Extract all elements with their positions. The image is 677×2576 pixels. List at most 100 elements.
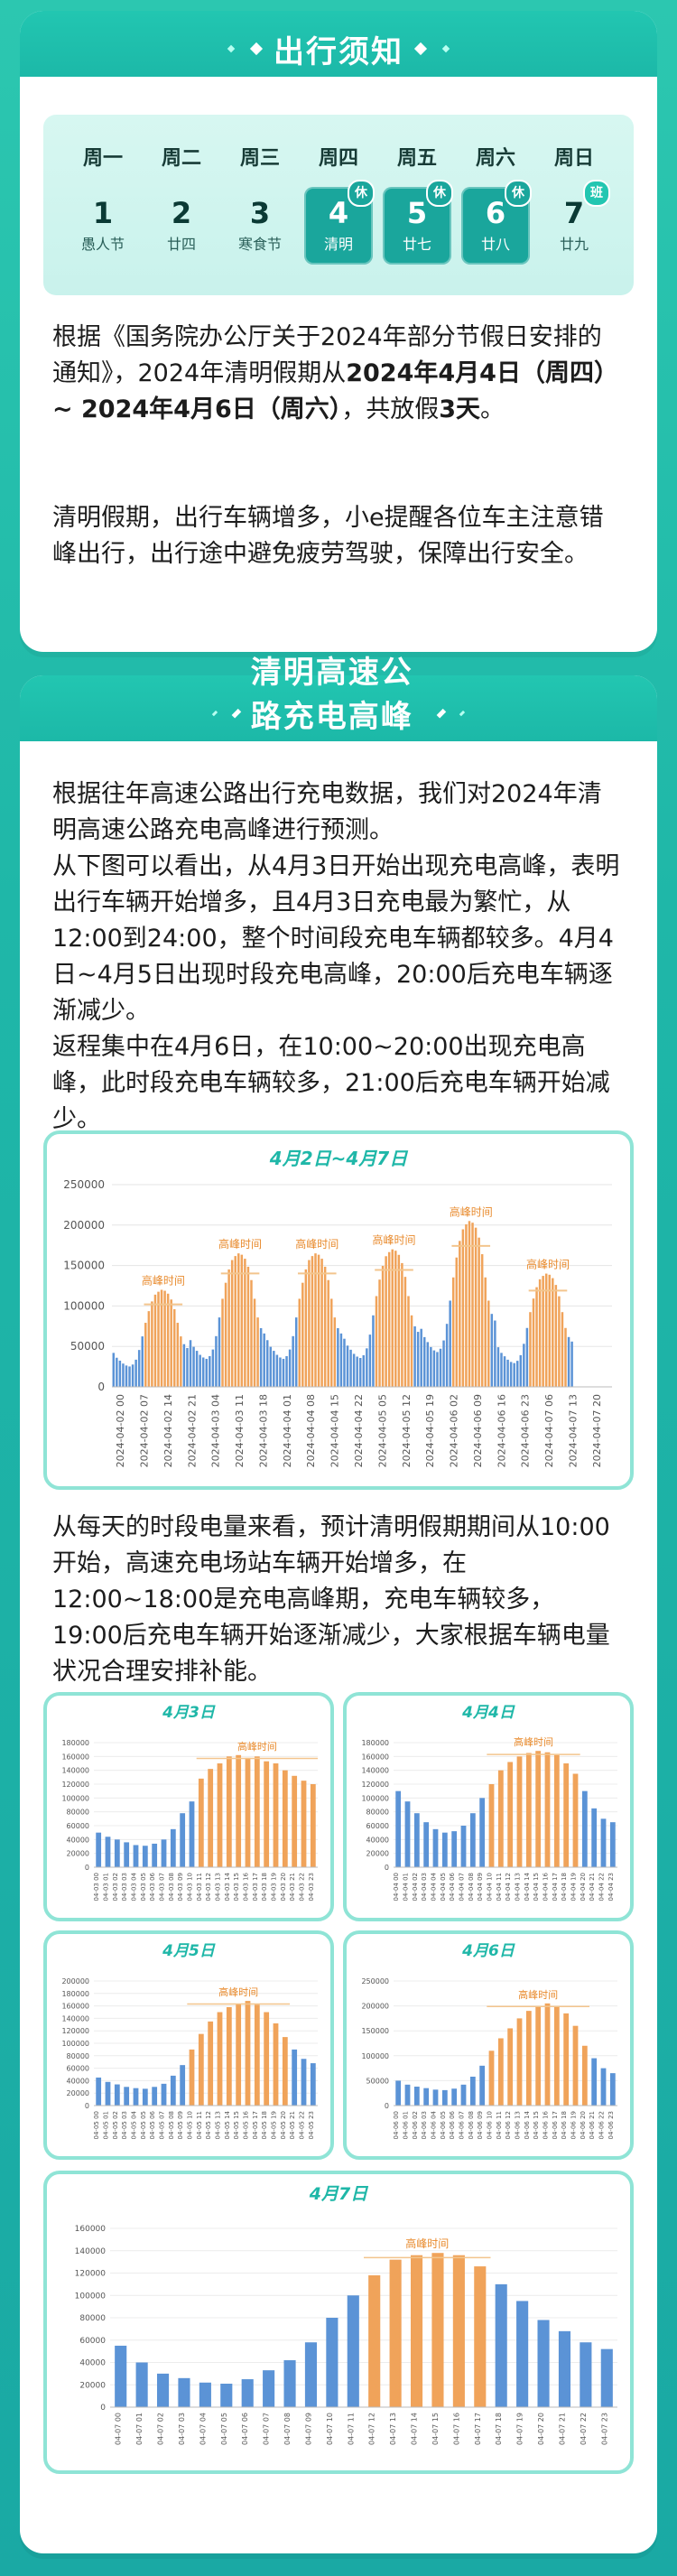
x-tick-label: 04-05 20: [280, 2111, 287, 2139]
x-tick-label: 04-05 13: [215, 2111, 222, 2139]
weekday-label: 周六: [475, 147, 515, 170]
x-tick-label: 2024-04-02 00: [115, 1394, 126, 1467]
chart-title: 4月2日~4月7日: [269, 1148, 408, 1169]
chart-bar: [572, 2025, 579, 2106]
chart-bar: [265, 1340, 269, 1387]
chart-bar: [330, 1298, 333, 1387]
holiday-calendar: 周一 周二 周三 周四 周五 周六 周日 1 愚人节 2 廿四 3 寒食节 4 清明 休 …: [43, 115, 634, 295]
weekday-label: 周三: [239, 147, 280, 170]
chart-bar: [220, 2384, 233, 2407]
chart-bar: [413, 1325, 416, 1387]
x-tick-label: 04-05 18: [261, 2111, 268, 2139]
x-tick-label: 04-05 01: [103, 2111, 110, 2139]
chart-title: 4月4日: [461, 1704, 515, 1722]
x-tick-label: 04-03 00: [93, 1873, 100, 1901]
chart-bar: [488, 2051, 495, 2106]
x-tick-label: 04-03 20: [280, 1873, 287, 1901]
peak-annotation: 高峰时间: [373, 1233, 416, 1247]
x-tick-label: 04-07 09: [304, 2413, 312, 2445]
chart-bar: [544, 1752, 551, 1867]
x-tick-label: 04-07 17: [474, 2413, 482, 2445]
y-tick-label: 180000: [61, 1990, 89, 1998]
chart-bar: [116, 1357, 118, 1387]
diamond-icon: [436, 708, 446, 719]
chart-bar: [487, 1300, 490, 1387]
x-tick-label: 04-07 08: [283, 2413, 292, 2445]
chart-bar: [432, 2089, 439, 2106]
chart-apr5: 4月5日 0 20000 40000 60000 80000 100000 120000 140…: [43, 1930, 334, 2160]
chart-bar: [413, 2087, 420, 2106]
day-number: 6: [485, 196, 506, 230]
x-tick-label: 04-04 10: [487, 1873, 494, 1901]
chart-bar: [133, 1845, 139, 1867]
y-tick-label: 20000: [366, 1850, 389, 1858]
chart-bar: [432, 1828, 439, 1867]
x-tick-label: 04-03 17: [252, 1873, 259, 1901]
y-tick-label: 40000: [67, 2077, 89, 2085]
chart-bar: [439, 1348, 442, 1387]
chart-bar: [153, 1294, 157, 1387]
chart-bar: [288, 1349, 292, 1387]
diamond-icon: [249, 42, 264, 56]
day-note: 寒食节: [237, 236, 282, 253]
chart-bar: [563, 1763, 570, 1867]
chart-bar: [263, 1333, 265, 1387]
day-note: 清明: [323, 236, 353, 253]
y-tick-label: 250000: [361, 1977, 389, 1985]
chart-bar: [358, 1358, 362, 1387]
weekday-label: 周一: [82, 147, 123, 170]
chart-bar: [292, 2049, 298, 2106]
chart-bar: [416, 1332, 420, 1387]
x-tick-label: 04-05 12: [205, 2111, 212, 2139]
chart-svg: 4月4日 0 20000 40000 60000 80000 100000 120000 140…: [361, 1704, 617, 1901]
chart-bar: [199, 1354, 201, 1387]
y-tick-label: 100000: [75, 2292, 107, 2301]
chart-bar: [420, 1328, 422, 1387]
chart-bar: [525, 1753, 532, 1867]
chart-bar: [163, 1290, 166, 1387]
x-tick-label: 04-07 21: [558, 2413, 566, 2445]
chart-bar: [273, 2023, 279, 2106]
chart-bar: [236, 1754, 242, 1867]
x-tick-label: 04-06 18: [561, 2111, 568, 2139]
chart-bar: [372, 1315, 375, 1387]
chart-bar: [166, 1293, 170, 1387]
y-tick-label: 40000: [366, 1836, 389, 1844]
x-tick-label: 04-07 23: [600, 2413, 608, 2445]
chart-bar: [285, 1355, 288, 1387]
x-tick-label: 04-03 06: [149, 1872, 156, 1901]
x-tick-label: 04-05 21: [289, 2111, 296, 2139]
chart-bar: [245, 1757, 251, 1867]
chart-bar: [333, 1317, 337, 1387]
chart-bar: [366, 1348, 368, 1387]
x-tick-label: 04-05 11: [196, 2111, 203, 2139]
x-tick-label: 2024-04-03 11: [234, 1394, 246, 1467]
chart-bar: [135, 2362, 148, 2407]
x-tick-label: 04-03 03: [121, 1873, 128, 1901]
chart-bar: [591, 1808, 598, 1867]
y-tick-label: 140000: [61, 2014, 89, 2023]
chart-title: 4月3日: [162, 1704, 216, 1722]
x-tick-label: 04-05 17: [252, 2111, 259, 2139]
notice-dates: 2024年4月4日（周四）~ 2024年4月6日（周六）: [52, 359, 618, 423]
chart-bar: [186, 1347, 189, 1387]
chart-bar: [451, 1277, 455, 1387]
chart-svg: 4月2日~4月7日 0 50000 100000 150000 200000 250000 高…: [63, 1148, 612, 1467]
chart-bar: [176, 1323, 180, 1387]
workday-badge: 班: [583, 180, 610, 207]
chart-bar: [234, 1256, 236, 1387]
y-tick-label: 0: [85, 1864, 89, 1872]
x-tick-label: 04-05 09: [177, 2111, 184, 2139]
chart-bar: [375, 1296, 378, 1387]
chart-bar: [217, 1763, 223, 1867]
x-tick-label: 04-07 01: [135, 2413, 144, 2445]
chart-bar: [283, 2360, 296, 2407]
chart-bar: [301, 1282, 304, 1387]
chart-bar: [368, 2274, 381, 2407]
chart-bar: [451, 1831, 458, 1867]
chart-bar: [397, 1254, 401, 1387]
chart-bar: [561, 1312, 564, 1387]
chart-bar: [301, 1781, 307, 1867]
chart-bar: [516, 2018, 523, 2106]
chart-title: 4月6日: [461, 1942, 515, 1960]
